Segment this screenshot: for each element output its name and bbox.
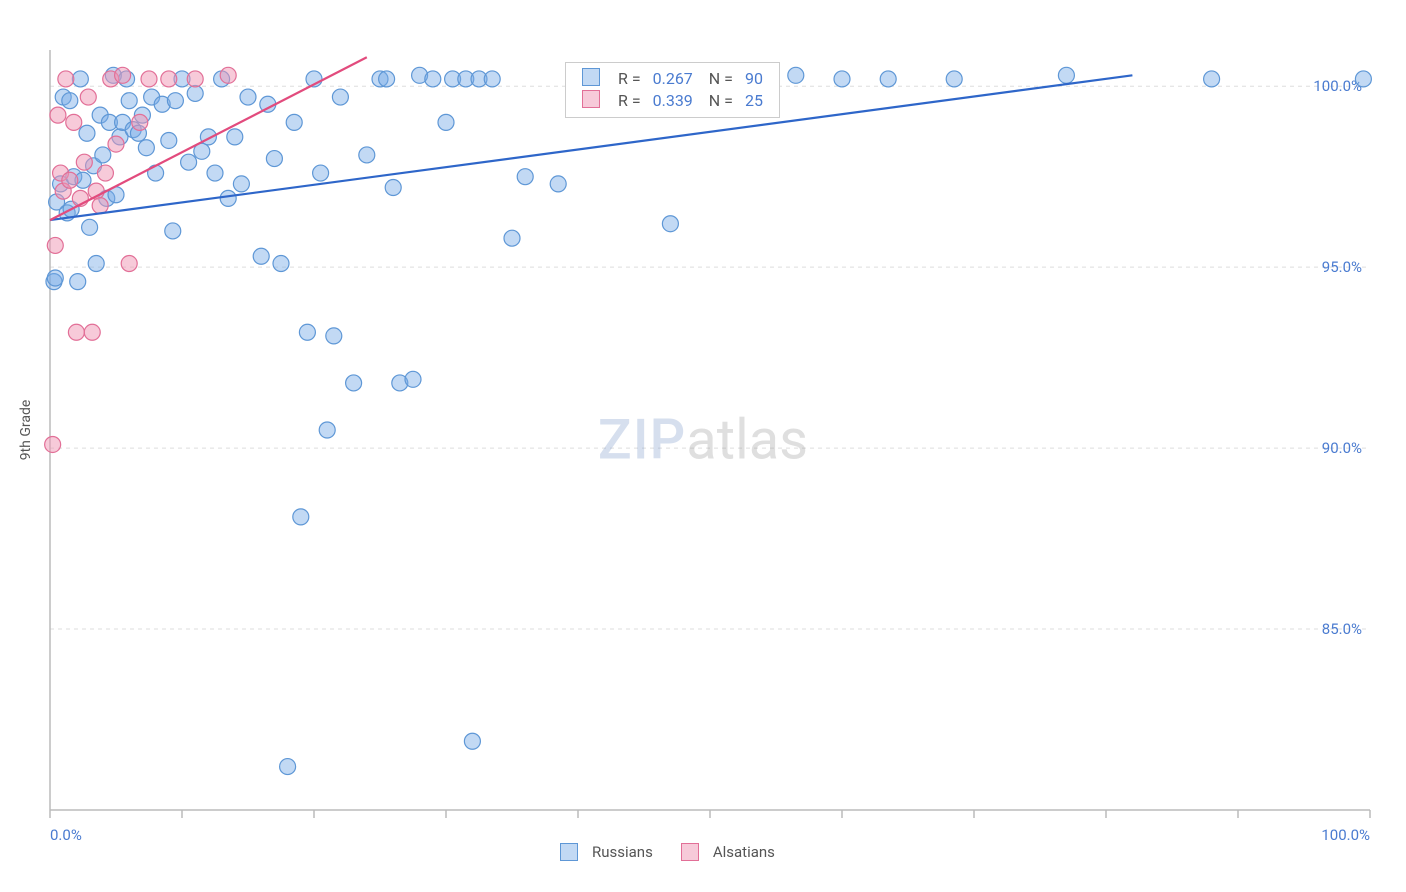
data-point <box>62 93 78 109</box>
data-point <box>108 136 124 152</box>
data-point <box>425 71 441 87</box>
data-point <box>58 71 74 87</box>
data-point <box>464 733 480 749</box>
data-point <box>1204 71 1220 87</box>
data-point <box>132 114 148 130</box>
swatch-russians-bottom <box>560 843 578 861</box>
data-point <box>161 132 177 148</box>
legend-row-alsatians: R =0.339 N =25 <box>576 89 769 111</box>
trend-line <box>50 57 367 220</box>
svg-text:85.0%: 85.0% <box>1322 620 1362 638</box>
data-point <box>47 270 63 286</box>
data-point <box>207 165 223 181</box>
svg-text:95.0%: 95.0% <box>1322 258 1362 276</box>
data-point <box>72 71 88 87</box>
data-point <box>161 71 177 87</box>
n-value-russians: 90 <box>739 67 769 89</box>
data-point <box>220 67 236 83</box>
data-point <box>92 198 108 214</box>
data-point <box>187 85 203 101</box>
data-point <box>240 89 256 105</box>
data-point <box>79 125 95 141</box>
data-point <box>80 89 96 105</box>
data-point <box>233 176 249 192</box>
data-point <box>280 759 296 775</box>
legend-item-russians: Russians <box>560 843 653 861</box>
data-point <box>946 71 962 87</box>
svg-text:90.0%: 90.0% <box>1322 439 1362 457</box>
data-point <box>484 71 500 87</box>
data-point <box>299 324 315 340</box>
data-point <box>187 71 203 87</box>
data-point <box>834 71 850 87</box>
data-point <box>880 71 896 87</box>
data-point <box>70 274 86 290</box>
data-point <box>50 107 66 123</box>
legend-label-russians: Russians <box>592 843 653 861</box>
svg-text:100.0%: 100.0% <box>1313 77 1362 95</box>
data-point <box>273 256 289 272</box>
data-point <box>293 509 309 525</box>
data-point <box>788 67 804 83</box>
legend-label-alsatians: Alsatians <box>713 843 775 861</box>
data-point <box>165 223 181 239</box>
scatter-plot: 85.0% 90.0% 95.0% 100.0% 0.0% 100.0% 9th Grade… <box>0 0 1406 892</box>
data-point <box>47 237 63 253</box>
data-point <box>45 436 61 452</box>
data-point <box>504 230 520 246</box>
data-point <box>141 71 157 87</box>
swatch-alsatians <box>582 90 600 108</box>
data-point <box>115 67 131 83</box>
svg-text:100.0%: 100.0% <box>1321 826 1370 844</box>
data-point <box>1355 71 1371 87</box>
data-point <box>346 375 362 391</box>
n-value-alsatians: 25 <box>739 89 769 111</box>
data-point <box>181 154 197 170</box>
data-point <box>76 154 92 170</box>
data-point <box>62 172 78 188</box>
data-point <box>84 324 100 340</box>
data-point <box>220 190 236 206</box>
svg-text:0.0%: 0.0% <box>50 826 82 844</box>
data-point <box>121 256 137 272</box>
plot-svg: 85.0% 90.0% 95.0% 100.0% 0.0% 100.0% 9th Grade <box>0 0 1406 892</box>
legend-item-alsatians: Alsatians <box>681 843 775 861</box>
data-point <box>266 151 282 167</box>
data-point <box>66 114 82 130</box>
data-point <box>517 169 533 185</box>
data-point <box>68 324 84 340</box>
data-point <box>227 129 243 145</box>
data-point <box>97 165 113 181</box>
data-point <box>438 114 454 130</box>
swatch-russians <box>582 68 600 86</box>
data-point <box>359 147 375 163</box>
data-point <box>319 422 335 438</box>
data-point <box>253 248 269 264</box>
legend-row-russians: R =0.267 N =90 <box>576 67 769 89</box>
data-point <box>332 89 348 105</box>
data-point <box>326 328 342 344</box>
data-point <box>121 93 137 109</box>
legend-correlation: R =0.267 N =90 R =0.339 N =25 <box>565 62 780 118</box>
data-point <box>88 256 104 272</box>
data-point <box>405 371 421 387</box>
data-point <box>1058 67 1074 83</box>
data-point <box>379 71 395 87</box>
data-point <box>662 216 678 232</box>
data-point <box>82 219 98 235</box>
data-point <box>167 93 183 109</box>
data-point <box>385 180 401 196</box>
data-point <box>550 176 566 192</box>
data-point <box>286 114 302 130</box>
swatch-alsatians-bottom <box>681 843 699 861</box>
svg-text:9th Grade: 9th Grade <box>18 400 34 461</box>
legend-series: Russians Alsatians <box>560 843 775 861</box>
data-point <box>138 140 154 156</box>
r-value-russians: 0.267 <box>647 67 699 89</box>
data-point <box>148 165 164 181</box>
data-point <box>313 165 329 181</box>
data-point <box>95 147 111 163</box>
r-value-alsatians: 0.339 <box>647 89 699 111</box>
